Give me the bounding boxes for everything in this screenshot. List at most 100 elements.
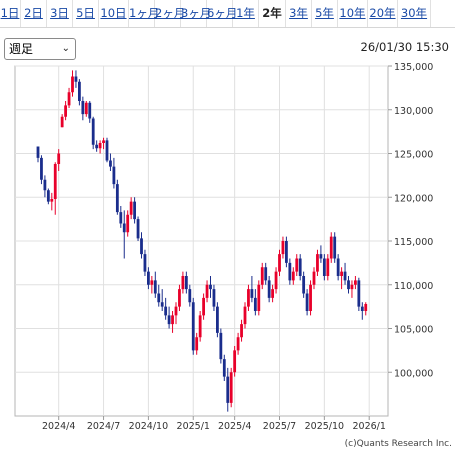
y-tick-label: 105,000 xyxy=(394,325,433,336)
candle-body xyxy=(53,164,57,199)
period-select-value: 週足 xyxy=(9,42,34,56)
candle-body xyxy=(302,276,306,294)
y-tick-label: 115,000 xyxy=(394,237,433,248)
candle-body xyxy=(178,289,181,307)
candle-body xyxy=(316,254,319,272)
candle-body xyxy=(260,267,264,285)
tab-11[interactable]: 2年 xyxy=(259,0,286,27)
candle-body xyxy=(115,184,119,213)
x-tick-label: 2026/1 xyxy=(352,421,385,432)
candle-body xyxy=(357,280,361,307)
candle-body xyxy=(129,201,133,215)
candle-body xyxy=(157,293,161,303)
candle-body xyxy=(226,376,230,403)
candle-body xyxy=(119,212,123,224)
period-select[interactable]: 週足 ⌄ xyxy=(4,38,76,60)
candle-body xyxy=(240,324,243,338)
candle-body xyxy=(164,306,168,316)
candle-body xyxy=(312,271,316,285)
tab-12[interactable]: 3年 xyxy=(286,0,312,27)
candle-body xyxy=(57,153,61,164)
candle-body xyxy=(360,306,364,311)
timestamp: 26/01/30 15:30 xyxy=(360,40,449,54)
candle-body xyxy=(153,280,157,294)
candle-body xyxy=(181,276,185,290)
candle-body xyxy=(222,359,226,377)
candle-body xyxy=(136,219,140,239)
candle-body xyxy=(274,271,278,290)
candle-body xyxy=(60,116,64,128)
tab-4[interactable]: 5日 xyxy=(73,0,99,27)
tab-7[interactable]: 2ヶ月 xyxy=(155,0,185,27)
tab-8[interactable]: 3ヶ月 xyxy=(181,0,211,27)
y-tick-label: 120,000 xyxy=(394,193,433,204)
tab-9[interactable]: 6ヶ月 xyxy=(207,0,237,27)
x-tick-label: 2025/7 xyxy=(263,421,296,432)
candle-body xyxy=(122,223,126,233)
candle-body xyxy=(319,254,323,259)
x-tick-label: 2025/4 xyxy=(218,421,251,432)
tab-5[interactable]: 10日 xyxy=(99,0,129,27)
candle-body xyxy=(112,166,116,185)
candle-body xyxy=(264,267,268,281)
candle-body xyxy=(347,280,350,290)
candle-body xyxy=(150,280,154,285)
tab-6[interactable]: 1ヶ月 xyxy=(129,0,159,27)
candle-body xyxy=(184,276,188,290)
candle-body xyxy=(333,236,337,259)
candle-body xyxy=(291,271,295,281)
candle-body xyxy=(229,372,233,403)
chevron-down-icon: ⌄ xyxy=(61,43,70,54)
candle-body xyxy=(133,201,136,220)
tab-16[interactable]: 30年 xyxy=(398,0,431,27)
candle-body xyxy=(102,140,105,143)
tab-1[interactable]: 1日 xyxy=(0,0,21,27)
tab-14[interactable]: 10年 xyxy=(338,0,368,27)
candle-body xyxy=(143,254,147,272)
candle-body xyxy=(295,258,299,272)
candle-body xyxy=(188,289,192,303)
x-tick-label: 2025/10 xyxy=(305,421,344,432)
candle-body xyxy=(84,102,88,115)
candle-body xyxy=(174,306,178,316)
candle-body xyxy=(205,284,209,298)
tab-2[interactable]: 2日 xyxy=(21,0,47,27)
tab-3[interactable]: 3日 xyxy=(47,0,73,27)
candle-body xyxy=(91,118,95,145)
candle-body xyxy=(78,81,81,101)
candle-body xyxy=(250,289,254,298)
candle-body xyxy=(219,332,223,360)
candle-body xyxy=(202,297,205,316)
candle-body xyxy=(267,280,271,298)
tab-15[interactable]: 20年 xyxy=(368,0,398,27)
candle-body xyxy=(329,236,333,259)
candle-body xyxy=(40,157,43,180)
candle-body xyxy=(212,289,216,307)
credit-text: (c)Quants Research Inc. xyxy=(345,439,452,449)
candle-body xyxy=(105,140,109,161)
candle-body xyxy=(340,271,343,276)
candle-body xyxy=(64,105,67,117)
candle-body xyxy=(247,289,250,307)
candle-body xyxy=(81,101,85,115)
candle-body xyxy=(336,258,340,276)
candle-body xyxy=(364,304,368,311)
candle-body xyxy=(140,238,143,255)
candle-body xyxy=(209,284,212,290)
tab-10[interactable]: 1年 xyxy=(233,0,259,27)
candle-body xyxy=(191,302,195,351)
candle-body xyxy=(50,199,54,202)
candle-body xyxy=(271,289,274,298)
candle-body xyxy=(236,337,240,351)
candle-body xyxy=(88,102,92,119)
candle-body xyxy=(167,315,171,325)
y-tick-label: 125,000 xyxy=(394,150,433,161)
candle-body xyxy=(46,190,50,202)
x-tick-label: 2024/7 xyxy=(87,421,120,432)
candle-body xyxy=(126,214,130,233)
candle-body xyxy=(195,337,199,351)
candle-body xyxy=(74,76,78,82)
tab-13[interactable]: 5年 xyxy=(312,0,338,27)
candle-body xyxy=(278,254,281,272)
candle-body xyxy=(326,258,330,276)
